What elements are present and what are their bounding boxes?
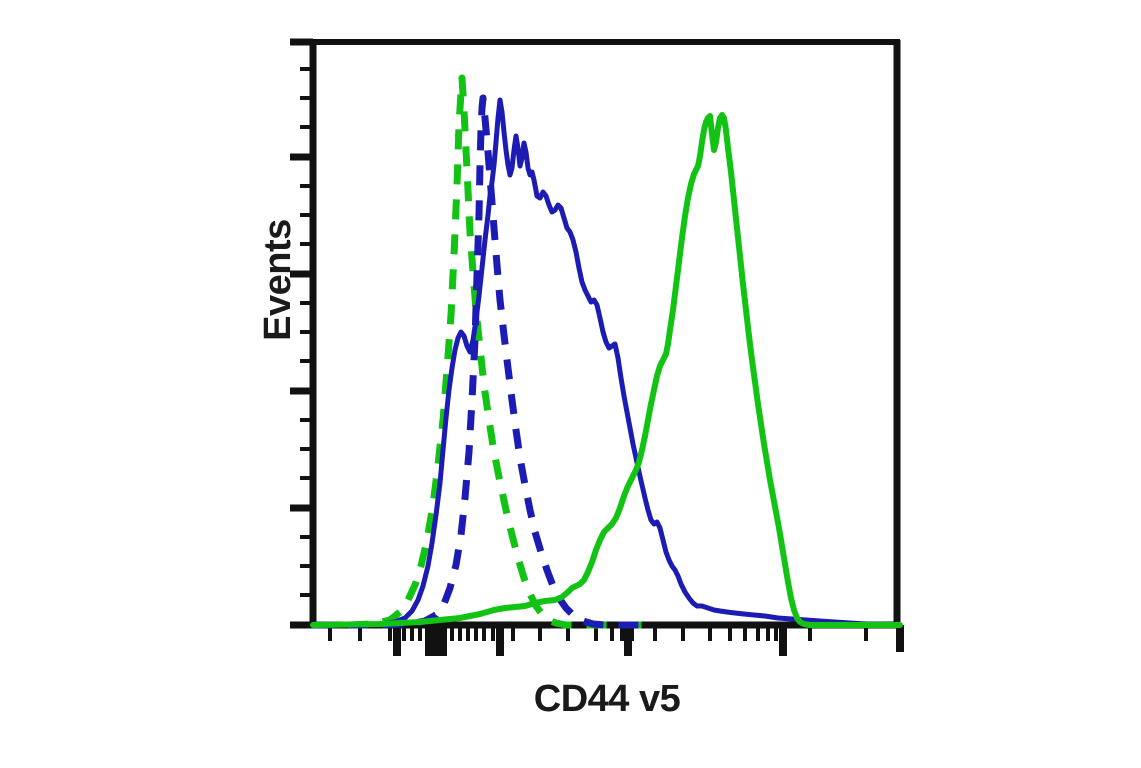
series-green-solid-curve xyxy=(310,112,903,628)
plot-background xyxy=(313,40,900,625)
series-blue-solid-curve xyxy=(310,97,903,628)
x-axis-label: CD44 v5 xyxy=(533,678,681,720)
series-green-dashed-curve xyxy=(313,74,650,629)
y-axis-label: Events xyxy=(257,219,299,341)
y-axis-major-ticks xyxy=(290,38,313,629)
series-group xyxy=(310,74,903,629)
x-axis-major-ticks xyxy=(393,625,904,656)
x-axis-tick-cluster xyxy=(425,625,447,656)
